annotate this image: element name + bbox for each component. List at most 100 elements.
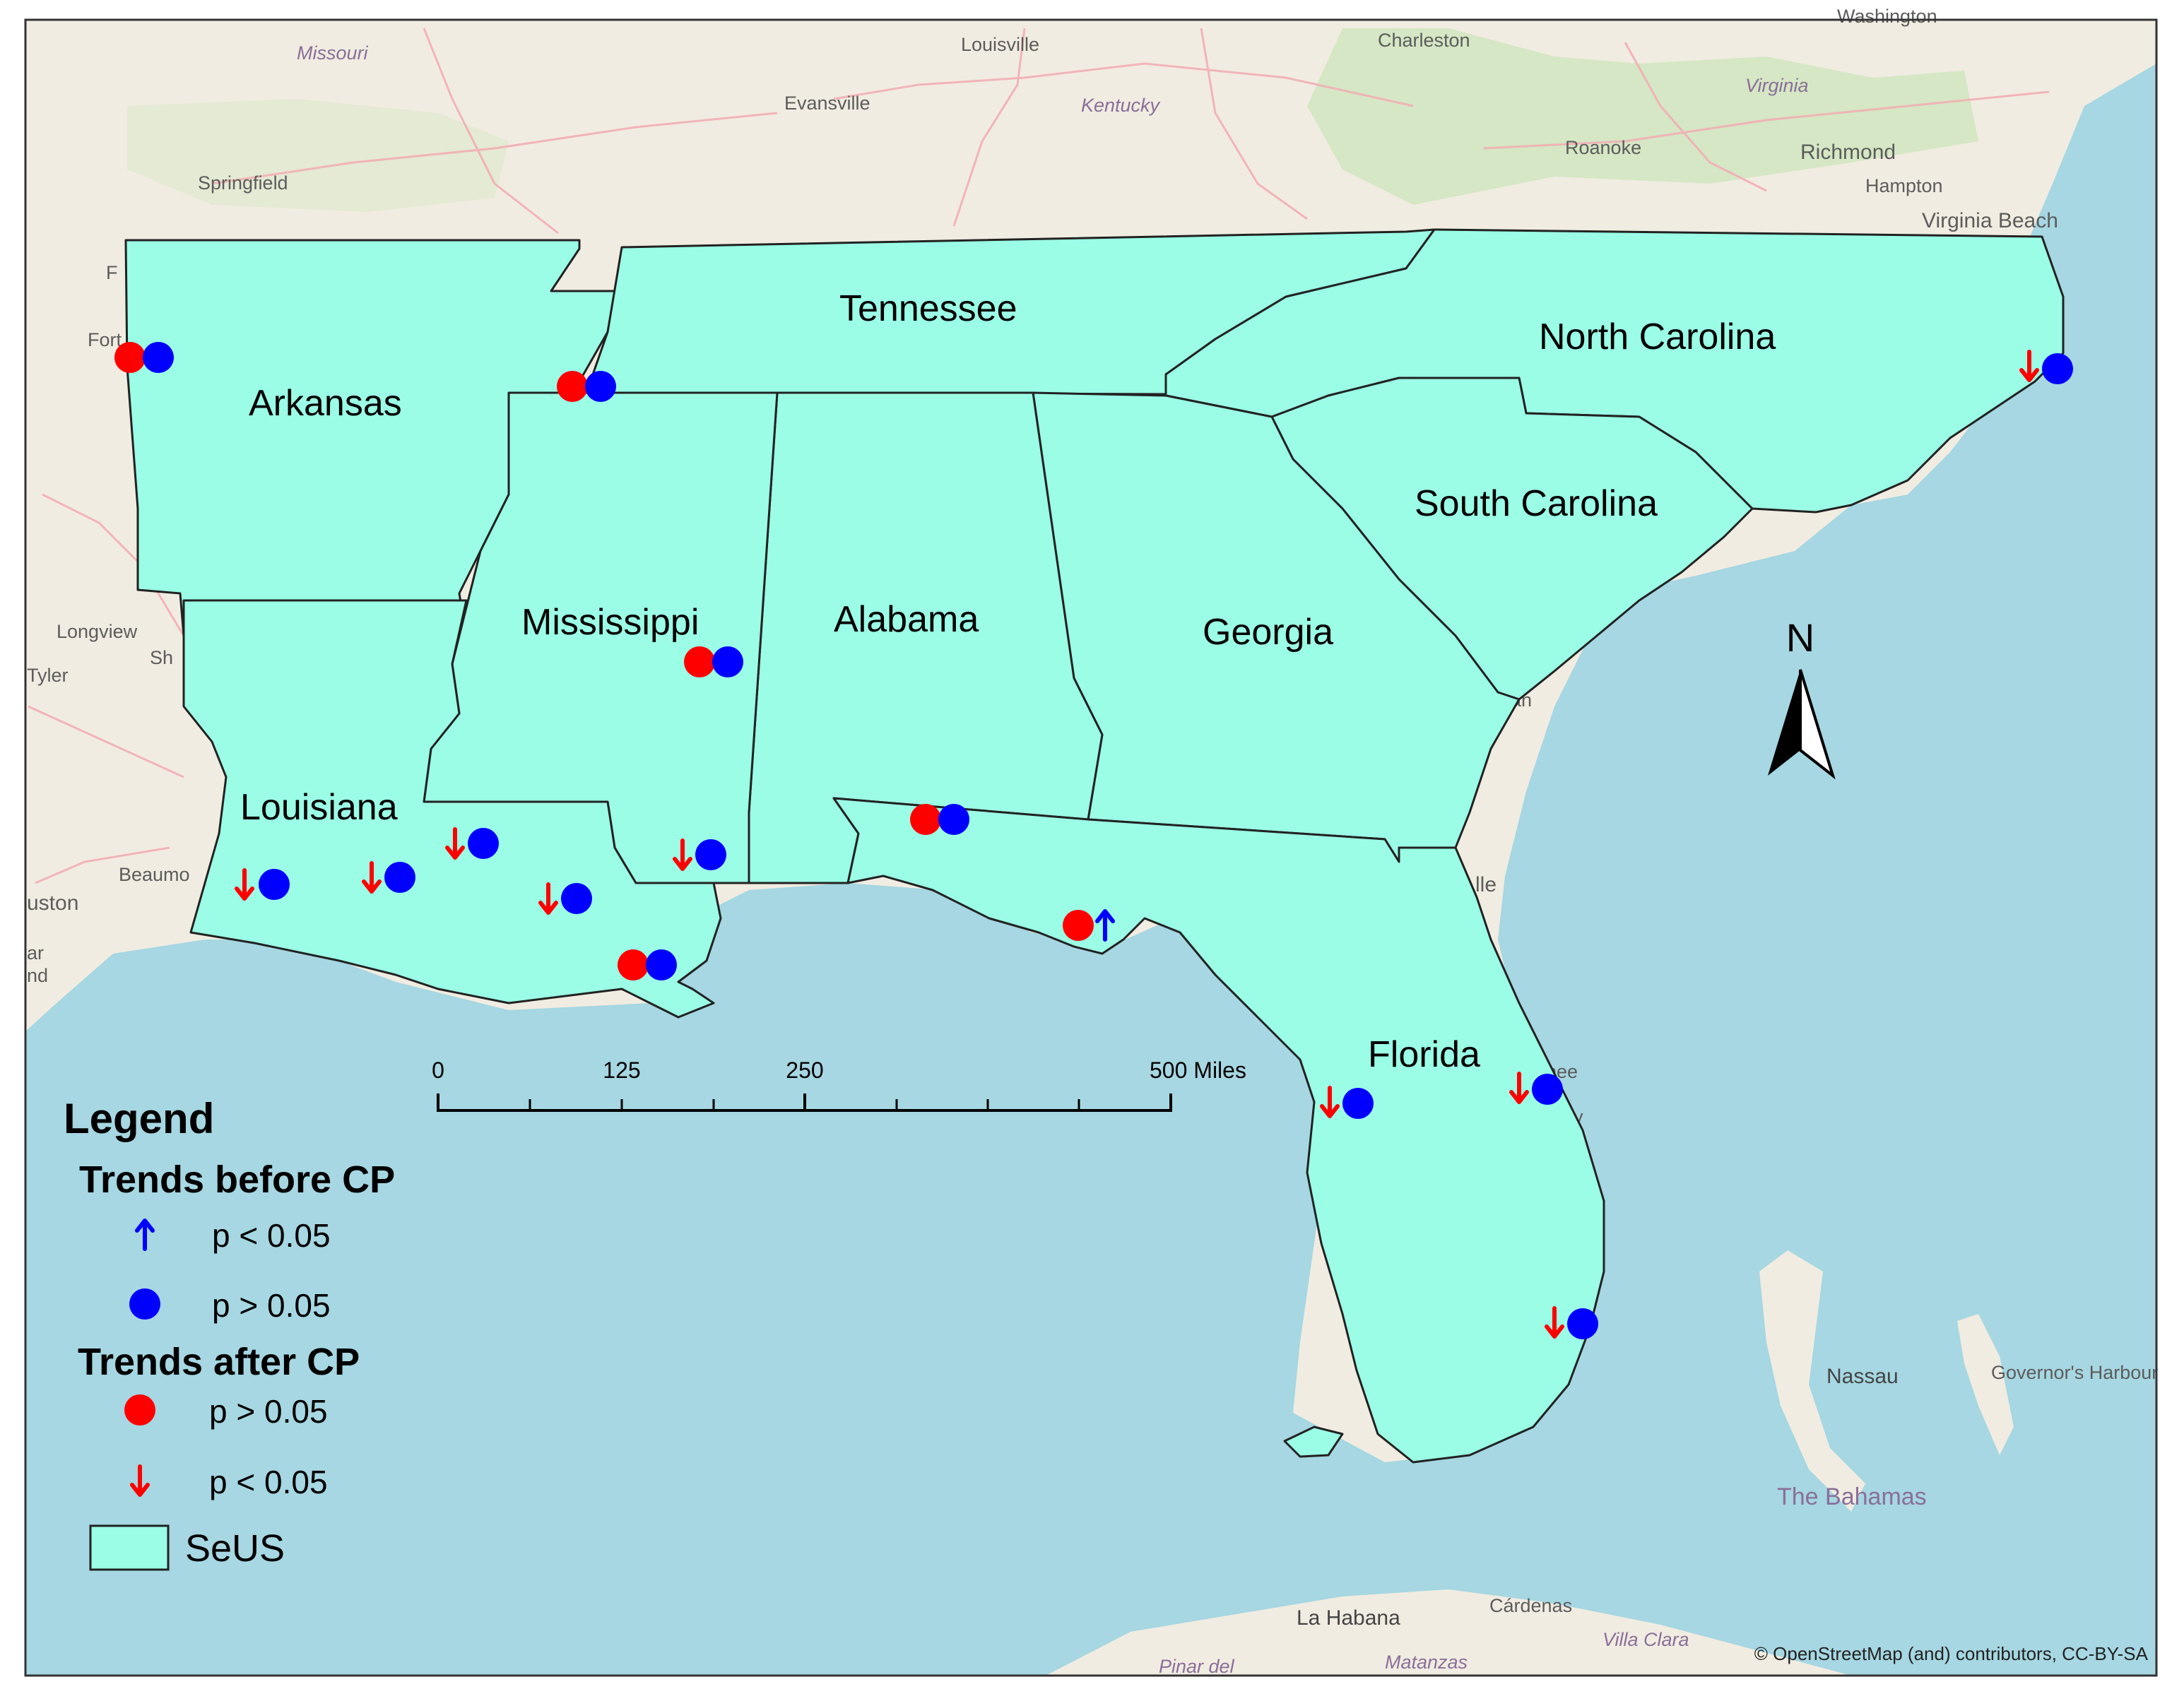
state-florida: [832, 797, 1605, 1464]
state-label-louisiana: Louisiana: [240, 787, 398, 828]
state-louisiana: [182, 599, 722, 1019]
state-label-south-carolina: South Carolina: [1415, 483, 1658, 524]
basemap-label-villa-clara: Villa Clara: [1602, 1629, 1689, 1650]
basemap-label-ar: ar: [27, 942, 44, 964]
state-label-arkansas: Arkansas: [249, 383, 402, 424]
before-cp-symbol: [646, 949, 677, 980]
state-label-tennessee: Tennessee: [839, 288, 1017, 329]
basemap-label-evansville: Evansville: [784, 93, 870, 114]
basemap-label-richmond: Richmond: [1800, 141, 1896, 164]
basemap-label-sh: Sh: [150, 647, 173, 668]
station-gulfport-ms: [675, 839, 726, 870]
road-network: [28, 28, 2050, 884]
basemap-label-houston: uston: [27, 891, 78, 915]
before-cp-symbol: [585, 371, 616, 402]
after-cp-symbol: [1063, 910, 1094, 941]
after-cp-symbol: [557, 371, 588, 402]
map-attribution: © OpenStreetMap (and) contributors, CC-B…: [1754, 1643, 2149, 1664]
legend-seus-label: SeUS: [185, 1527, 285, 1570]
after-cp-symbol: [114, 342, 146, 373]
after-cp-symbol: [618, 949, 649, 980]
before-cp-symbol: [938, 804, 969, 835]
before-cp-symbol: [1532, 1074, 1563, 1105]
legend-blue-dot-icon: [129, 1288, 160, 1320]
state-label-alabama: Alabama: [834, 599, 979, 640]
appalachian-highland: [1307, 28, 1978, 205]
basemap-label-beaumont: Beaumo: [119, 864, 190, 885]
after-cp-symbol: [910, 804, 941, 835]
station-miami-fl: [1547, 1308, 1598, 1339]
basemap-label-virginia-beach: Virginia Beach: [1922, 209, 2058, 232]
before-cp-symbol: [384, 862, 415, 893]
legend-after-item-1: p < 0.05: [209, 1464, 328, 1500]
before-cp-symbol: [561, 883, 592, 914]
scale-tick-0: 0: [432, 1057, 444, 1083]
before-cp-symbol: [143, 342, 174, 373]
cuba-land: [1046, 1589, 1851, 1676]
before-cp-symbol: [259, 869, 290, 900]
north-arrow-label: N: [1786, 615, 1814, 660]
seus-region: [124, 228, 2065, 1464]
basemap-label-missouri: Missouri: [297, 42, 369, 64]
station-baton-rouge-la: [447, 828, 499, 859]
basemap-label-virginia: Virginia: [1745, 75, 1809, 96]
before-cp-symbol: [695, 839, 726, 870]
state-label-mississippi: Mississippi: [521, 602, 699, 643]
legend-after-heading: Trends after CP: [78, 1341, 360, 1383]
basemap-labels: Louisville Charleston Washington Missour…: [27, 6, 2158, 1677]
map-frame-border: [24, 18, 2158, 1677]
legend-before-heading: Trends before CP: [79, 1158, 395, 1201]
north-arrow-icon: [1768, 670, 1800, 776]
basemap-label-la-habana: La Habana: [1297, 1606, 1400, 1630]
before-cp-symbol: [1567, 1308, 1598, 1339]
station-melbourne-fl: [1511, 1074, 1563, 1105]
basemap-label-matanzas: Matanzas: [1385, 1652, 1468, 1673]
bahamas-land: [1759, 1250, 1865, 1512]
basemap-label-pinar: Pinar del: [1159, 1656, 1235, 1677]
before-cp-symbol: [1342, 1088, 1374, 1119]
before-cp-symbol: [468, 828, 499, 859]
ozark-highland: [127, 99, 509, 212]
scale-tick-500: 500 Miles: [1150, 1057, 1246, 1083]
basemap-label-hampton: Hampton: [1865, 175, 1943, 196]
legend-before-item-1: p > 0.05: [212, 1287, 331, 1324]
florida-keys-island: [1283, 1426, 1344, 1458]
station-apalachicola-fl: [1063, 910, 1113, 941]
basemap-label-f: F: [106, 262, 118, 283]
basemap-label-louisville: Louisville: [961, 34, 1039, 55]
before-cp-symbol: [2042, 353, 2073, 384]
state-label-north-carolina: North Carolina: [1539, 316, 1776, 357]
legend-title: Legend: [64, 1095, 214, 1142]
legend-seus-swatch: [89, 1524, 170, 1571]
basemap-label-lle: lle: [1475, 873, 1497, 896]
legend: Legend Trends before CP p < 0.05 p > 0.0…: [64, 1095, 395, 1571]
basemap-label-governors-harbour: Governor's Harbour: [1991, 1362, 2158, 1383]
basemap-label-longview: Longview: [57, 621, 138, 642]
basemap-label-bahamas: The Bahamas: [1777, 1483, 1927, 1510]
basemap-label-nassau: Nassau: [1826, 1365, 1899, 1388]
scale-bar: 0 125 250 500 Miles: [432, 1057, 1246, 1112]
basemap-label-roanoke: Roanoke: [1565, 137, 1641, 158]
station-lafayette-la: [364, 862, 415, 893]
basemap-label-kentucky: Kentucky: [1081, 95, 1161, 116]
bahamas-land-2: [1957, 1314, 2014, 1455]
after-cp-symbol: [684, 646, 715, 677]
station-new-orleans-la: [541, 883, 592, 914]
basemap-label-cardenas: Cárdenas: [1489, 1595, 1572, 1616]
basemap-label-nd: nd: [27, 965, 48, 986]
station-lake-charles-la: [237, 869, 290, 900]
scale-tick-125: 125: [603, 1057, 640, 1083]
basemap-label-charleston: Charleston: [1378, 30, 1470, 51]
basemap-label-washington: Washington: [1837, 6, 1937, 27]
basemap-label-tyler: Tyler: [27, 665, 69, 686]
legend-red-dot-icon: [124, 1394, 155, 1426]
scale-tick-250: 250: [786, 1057, 823, 1083]
state-label-georgia: Georgia: [1203, 612, 1333, 653]
legend-after-item-0: p > 0.05: [209, 1393, 328, 1430]
state-labels: Arkansas Tennessee North Carolina South …: [240, 288, 1776, 1075]
basemap-label-springfield: Springfield: [198, 172, 288, 194]
basemap-label-fort: Fort: [88, 329, 122, 350]
before-cp-symbol: [712, 646, 743, 677]
state-label-florida: Florida: [1368, 1034, 1480, 1075]
